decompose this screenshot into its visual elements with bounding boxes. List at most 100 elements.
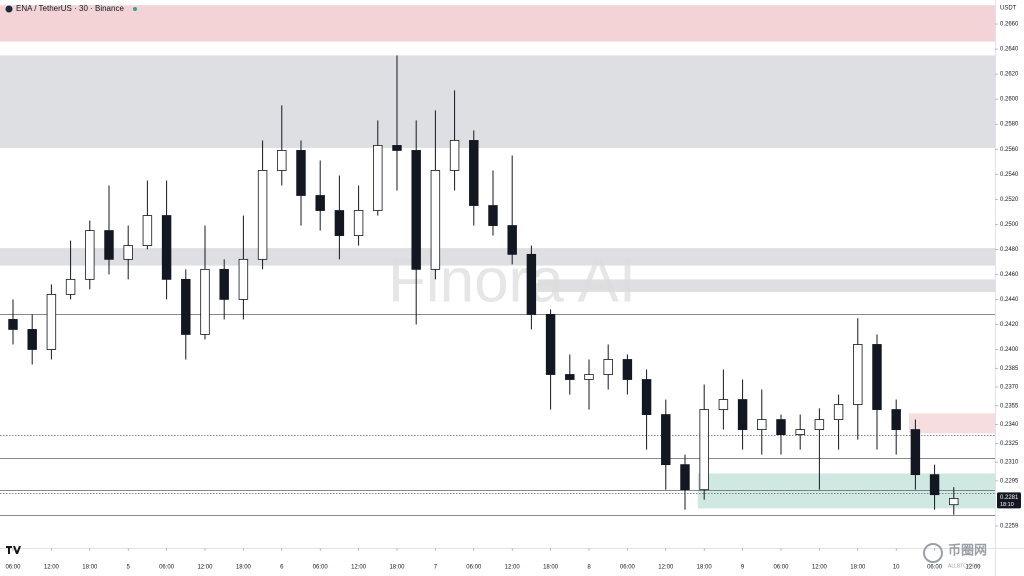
candle-body bbox=[776, 419, 786, 435]
y-tick-label: 0.2325 bbox=[1000, 441, 1019, 447]
candle-body bbox=[8, 319, 18, 330]
candle-body bbox=[718, 399, 729, 410]
y-tick-label: 0.2340 bbox=[1000, 422, 1019, 428]
candle-body bbox=[123, 245, 133, 260]
candle-body bbox=[949, 498, 959, 506]
tradingview-logo bbox=[6, 546, 21, 554]
candle-body bbox=[795, 429, 805, 435]
x-tick-label: 06:00 bbox=[466, 565, 482, 571]
x-tick-label: 12:00 bbox=[197, 565, 213, 571]
price-zone bbox=[537, 279, 995, 292]
candle-body bbox=[507, 225, 517, 255]
x-tick-label: 06:00 bbox=[773, 565, 789, 571]
x-tick-label: 5 bbox=[127, 565, 131, 571]
logo-text: 币圈网 bbox=[948, 542, 987, 557]
candle-body bbox=[641, 379, 652, 415]
candle-body bbox=[853, 344, 863, 405]
candle-body bbox=[814, 419, 825, 430]
x-tick-label: 12:00 bbox=[505, 565, 521, 571]
candle-body bbox=[910, 429, 921, 476]
x-tick-label: 12:00 bbox=[658, 565, 674, 571]
y-tick-label: 0.2640 bbox=[1000, 47, 1019, 53]
candle-body bbox=[622, 359, 633, 380]
zones bbox=[0, 5, 995, 516]
price-zone bbox=[0, 248, 995, 266]
candle-body bbox=[411, 150, 421, 270]
y-tick-label: 0.2620 bbox=[1000, 72, 1019, 78]
x-tick-label: 12:00 bbox=[965, 565, 981, 571]
candle-body bbox=[257, 170, 268, 260]
candle-body bbox=[680, 464, 690, 491]
candle-body bbox=[219, 268, 229, 300]
candle-body bbox=[430, 170, 441, 270]
chart-title: ENA / TetherUS · 30 · Binance bbox=[16, 4, 124, 13]
candle-body bbox=[565, 374, 575, 380]
y-tick-label: 0.2295 bbox=[1000, 478, 1019, 484]
candle-body bbox=[315, 195, 325, 211]
y-tick-label: 0.2420 bbox=[1000, 322, 1019, 328]
symbol-icon bbox=[5, 5, 13, 13]
candle-body bbox=[891, 409, 901, 430]
status-dot bbox=[133, 7, 137, 11]
candle-body bbox=[46, 294, 57, 350]
y-axis-label: USDT bbox=[1000, 6, 1017, 12]
candle-body bbox=[661, 414, 671, 466]
candle-body bbox=[238, 258, 249, 300]
price-tag bbox=[997, 492, 1021, 509]
candle-body bbox=[353, 210, 364, 236]
x-tick-label: 8 bbox=[587, 565, 591, 571]
candle-body bbox=[737, 399, 748, 430]
candle-body bbox=[603, 359, 613, 375]
x-tick-label: 9 bbox=[741, 565, 745, 571]
x-tick-label: 06:00 bbox=[5, 565, 21, 571]
x-tick-label: 18:00 bbox=[82, 565, 98, 571]
x-tick-label: 06:00 bbox=[313, 565, 329, 571]
candle-body bbox=[757, 419, 767, 430]
y-tick-label: 0.2580 bbox=[1000, 122, 1019, 128]
price-zone bbox=[908, 413, 995, 434]
candle-body bbox=[27, 329, 37, 350]
y-tick-label: 0.2259 bbox=[1000, 524, 1019, 530]
x-tick-label: 18:00 bbox=[236, 565, 252, 571]
candle-body bbox=[449, 140, 460, 171]
y-tick-label: 0.2400 bbox=[1000, 347, 1019, 353]
x-tick-label: 7 bbox=[434, 565, 438, 571]
x-tick-label: 18:00 bbox=[850, 565, 866, 571]
x-tick-label: 18:00 bbox=[543, 565, 559, 571]
x-tick-label: 18:00 bbox=[389, 565, 405, 571]
candle-body bbox=[833, 404, 844, 420]
x-tick-label: 06:00 bbox=[620, 565, 636, 571]
x-tick-label: 06:00 bbox=[159, 565, 175, 571]
candle-body bbox=[85, 230, 95, 280]
price-zone bbox=[0, 55, 995, 148]
candle-body bbox=[181, 278, 191, 335]
x-tick-label: 12:00 bbox=[44, 565, 60, 571]
candle-body bbox=[373, 145, 383, 211]
y-tick-label: 0.2385 bbox=[1000, 366, 1019, 372]
y-tick-label: 0.2540 bbox=[1000, 172, 1019, 178]
candle-body bbox=[142, 215, 153, 246]
x-tick-label: 18:00 bbox=[697, 565, 713, 571]
logo-site: ALLBTC.COM bbox=[948, 563, 980, 569]
candle-body bbox=[545, 314, 556, 375]
price-zone bbox=[697, 473, 995, 509]
y-tick-label: 0.2480 bbox=[1000, 247, 1019, 253]
price-tag-countdown: 18:10 bbox=[1000, 502, 1014, 508]
candle-body bbox=[872, 344, 882, 410]
x-tick-label: 06:00 bbox=[927, 565, 943, 571]
x-tick-label: 12:00 bbox=[812, 565, 828, 571]
y-tick-label: 0.2520 bbox=[1000, 197, 1019, 203]
x-tick-label: 12:00 bbox=[351, 565, 367, 571]
candle-body bbox=[699, 409, 709, 491]
price-zone bbox=[0, 5, 995, 42]
candle-body bbox=[161, 215, 172, 280]
candle-body bbox=[488, 205, 498, 226]
x-tick-label: 10 bbox=[893, 565, 900, 571]
y-tick-label: 0.2310 bbox=[1000, 460, 1019, 466]
y-tick-label: 0.2370 bbox=[1000, 385, 1019, 391]
candle-body bbox=[104, 230, 114, 260]
site-logo: 币圈网 ALLBTC.COM bbox=[923, 542, 987, 569]
candle-body bbox=[334, 210, 345, 236]
